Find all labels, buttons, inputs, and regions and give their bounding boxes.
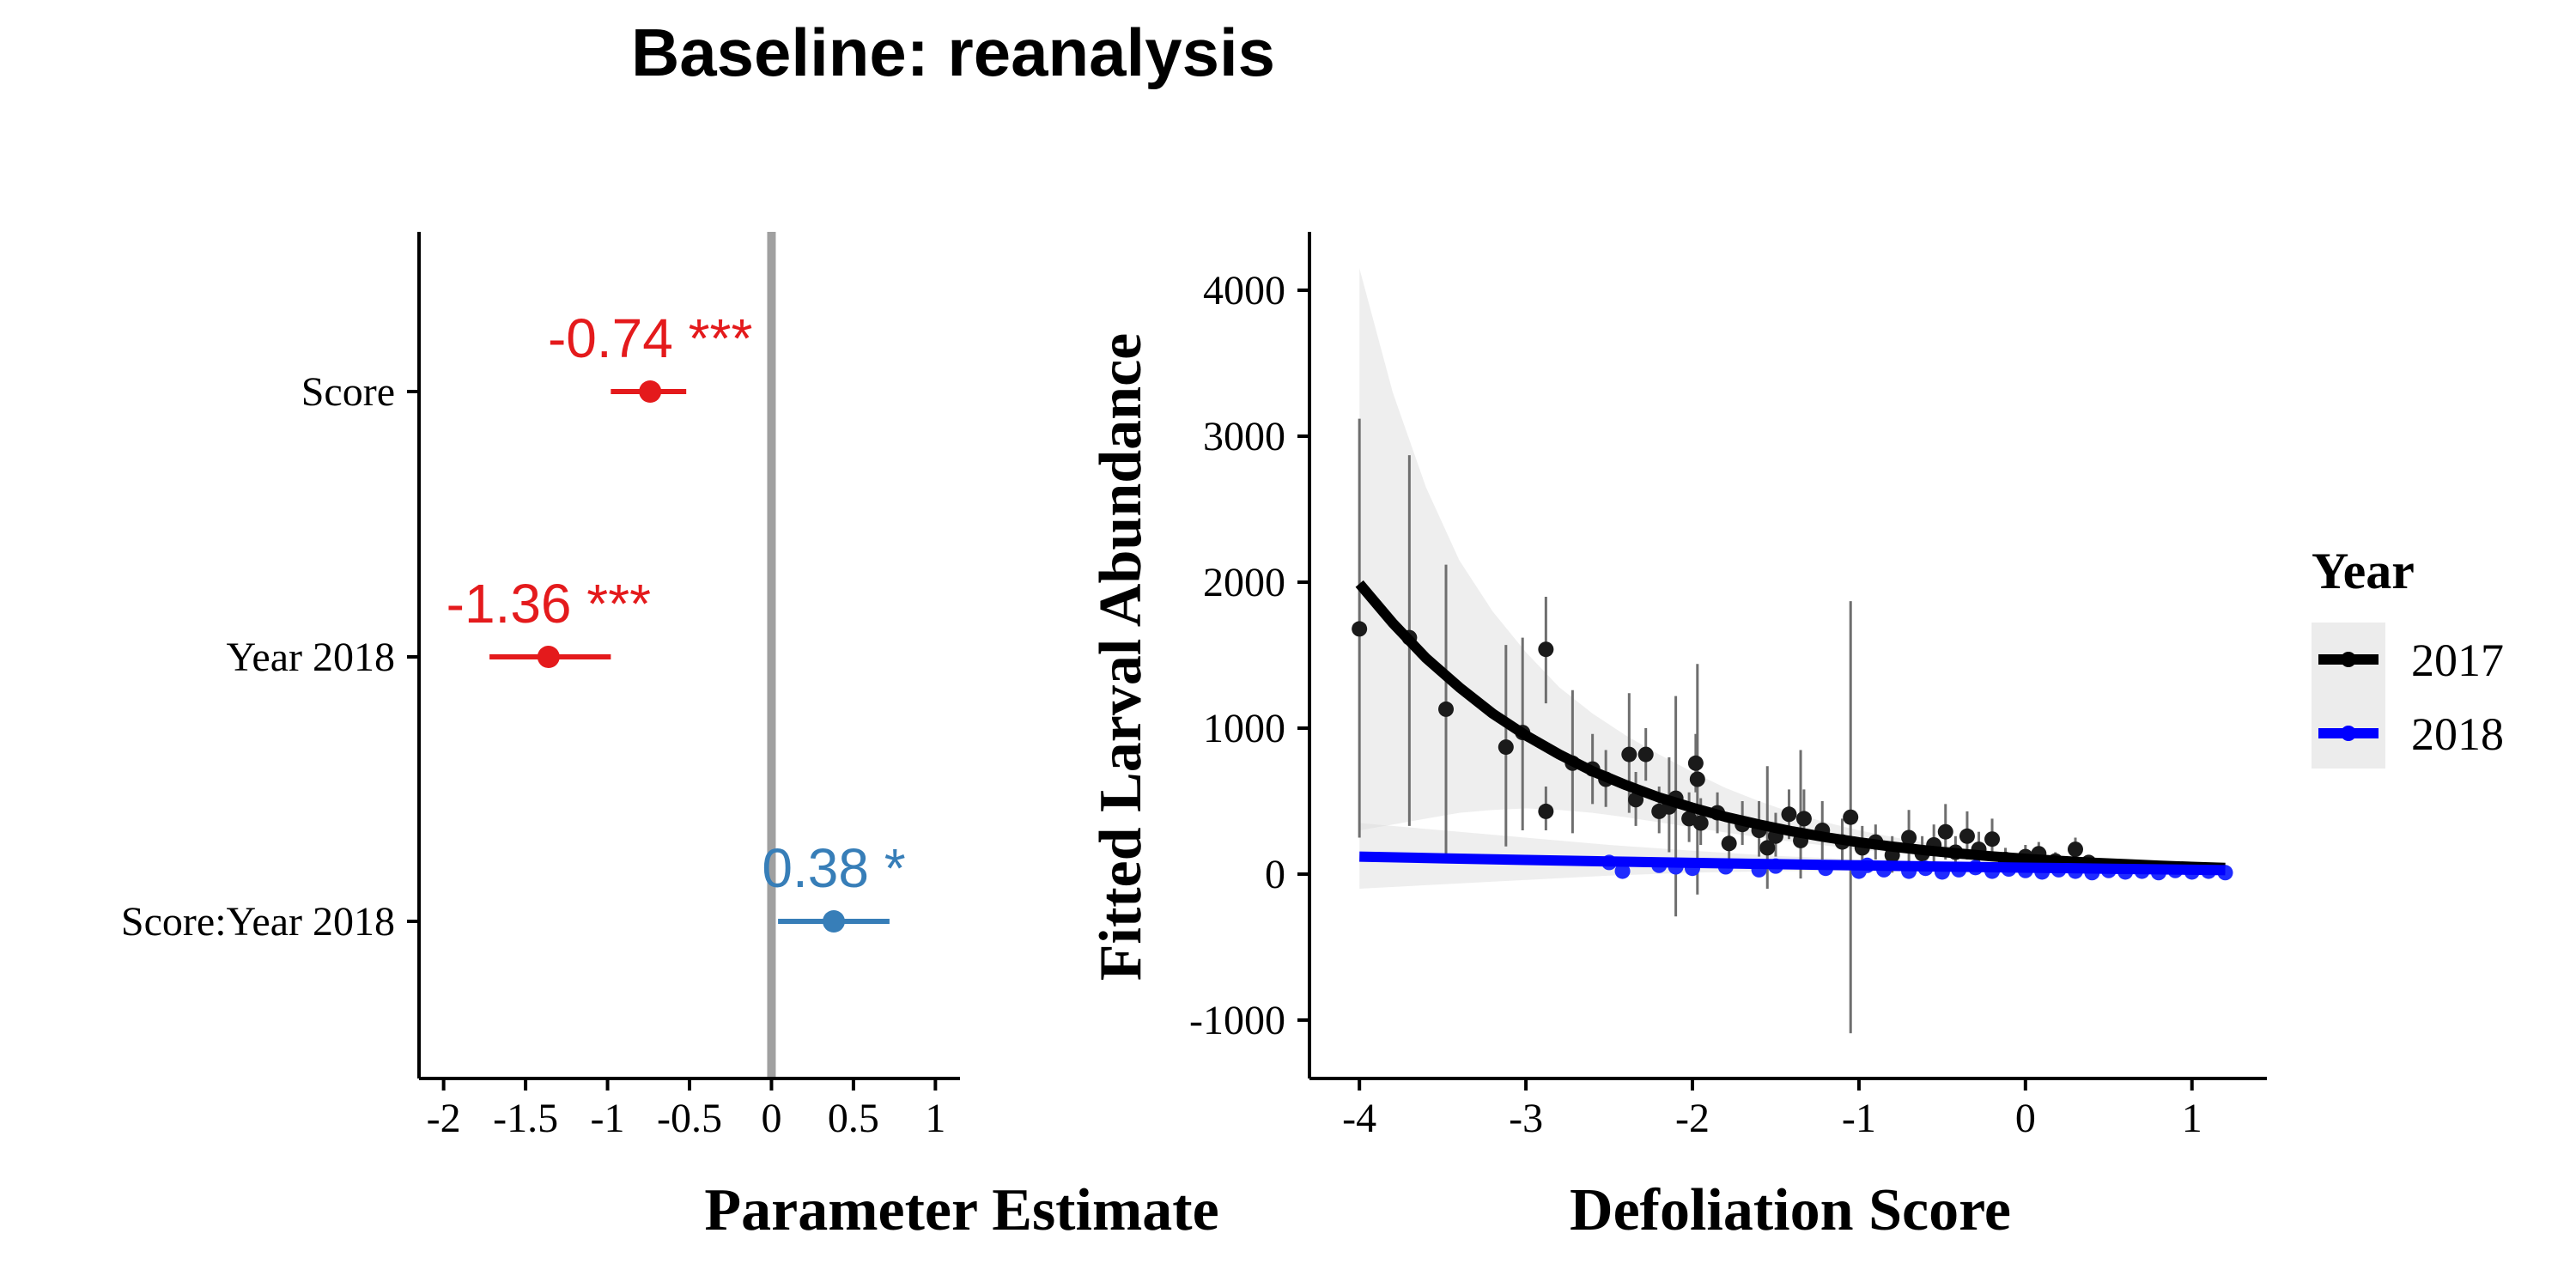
abundance-x-tick-label: 0 — [2015, 1096, 2036, 1141]
data-point-2018 — [1614, 863, 1631, 879]
legend-key-background — [2312, 623, 2385, 769]
data-point-2017 — [1621, 746, 1637, 762]
data-point-2017 — [1959, 828, 1975, 844]
data-point-2017 — [1637, 746, 1654, 762]
data-point-2017 — [2068, 841, 2083, 858]
legend-label-2017: 2017 — [2411, 635, 2504, 686]
abundance-y-tick-label: 4000 — [1203, 268, 1285, 313]
data-point-2017 — [1538, 641, 1554, 658]
legend-key-point-2017 — [2341, 652, 2356, 667]
data-point-2017 — [1498, 739, 1514, 756]
abundance-x-tick-label: 1 — [2182, 1096, 2202, 1141]
forest-x-axis-label: Parameter Estimate — [704, 1177, 1218, 1243]
abundance-y-tick-label: 3000 — [1203, 414, 1285, 459]
data-point-2017 — [1628, 792, 1644, 808]
forest-x-tick-label: 0.5 — [828, 1096, 879, 1141]
confidence-band-2018 — [1359, 823, 2226, 889]
forest-x-tick-label: -1.5 — [493, 1096, 558, 1141]
data-point-2017 — [1352, 621, 1368, 637]
forest-estimate-annotation: -0.74 *** — [548, 307, 752, 369]
fit-line-2017 — [1355, 580, 2226, 873]
legend-label-2018: 2018 — [2411, 708, 2504, 760]
data-point-2017 — [1687, 755, 1704, 771]
abundance-x-axis-label: Defoliation Score — [1570, 1177, 2011, 1243]
forest-estimate-point — [823, 910, 845, 933]
legend: Year 2017 2018 — [2312, 543, 2504, 769]
data-point-2017 — [1721, 835, 1737, 852]
abundance-y-tick-label: 0 — [1265, 852, 1285, 897]
forest-estimate-annotation: -1.36 *** — [447, 573, 651, 635]
data-point-2017 — [1759, 840, 1776, 856]
forest-x-tick-label: 0 — [761, 1096, 781, 1141]
forest-estimate-point — [537, 646, 560, 668]
data-point-2017 — [1795, 811, 1812, 827]
abundance-x-tick-label: -3 — [1509, 1096, 1543, 1141]
forest-x-tick-label: -2 — [427, 1096, 461, 1141]
forest-plot-panel: Parameter Estimate -2 -1.5 -1 -0.5 0 0.5 1 Scor… — [121, 232, 1219, 1243]
forest-estimate-point — [639, 380, 662, 403]
data-point-2017 — [1681, 811, 1698, 827]
data-point-2017 — [1843, 809, 1859, 825]
forest-estimate-annotation: 0.38 * — [762, 837, 905, 899]
forest-x-tick-label: -0.5 — [657, 1096, 722, 1141]
data-point-2017 — [1937, 823, 1953, 840]
legend-title: Year — [2312, 543, 2415, 599]
legend-key-point-2018 — [2341, 726, 2356, 741]
data-point-2017 — [1438, 701, 1455, 717]
fit-line-2018 — [1359, 851, 2226, 876]
data-point-2017 — [1901, 829, 1917, 846]
data-point-2017 — [1781, 806, 1797, 823]
forest-term-label: Score — [301, 369, 395, 415]
forest-term-label: Score:Year 2018 — [121, 899, 395, 945]
abundance-plot-panel: Defoliation Score Fitted Larval Abundanc… — [1088, 232, 2267, 1243]
figure-title: Baseline: reanalysis — [631, 15, 1275, 90]
abundance-x-tick-label: -2 — [1675, 1096, 1710, 1141]
forest-x-tick-label: 1 — [925, 1096, 945, 1141]
data-point-2017 — [1984, 831, 2001, 848]
data-point-2017 — [1538, 803, 1554, 819]
abundance-y-tick-label: 2000 — [1203, 560, 1285, 605]
abundance-x-tick-label: -1 — [1842, 1096, 1876, 1141]
data-point-2017 — [1689, 771, 1705, 787]
confidence-band-2017 — [1359, 268, 2226, 870]
data-point-2017 — [1692, 815, 1709, 831]
forest-term-label: Year 2018 — [227, 635, 395, 680]
abundance-y-tick-label: -1000 — [1189, 998, 1285, 1043]
abundance-y-tick-label: 1000 — [1203, 706, 1285, 751]
abundance-x-tick-label: -4 — [1342, 1096, 1376, 1141]
forest-x-tick-label: -1 — [591, 1096, 625, 1141]
abundance-y-axis-label: Fitted Larval Abundance — [1088, 333, 1154, 981]
